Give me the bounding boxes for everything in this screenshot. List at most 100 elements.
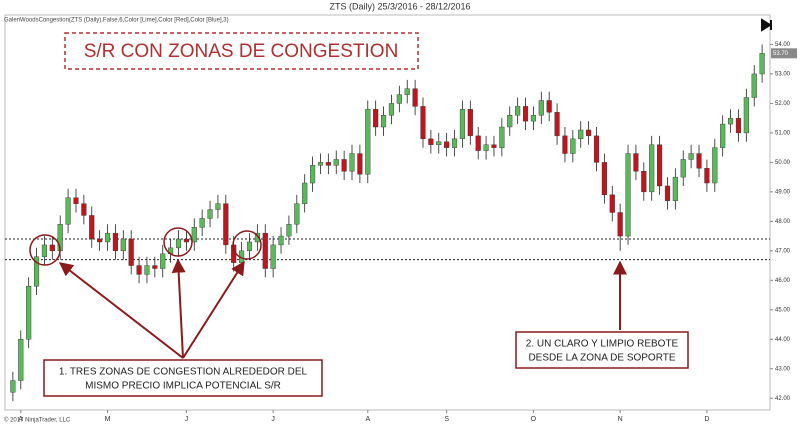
candle-body (475, 135, 481, 151)
x-tick-label: J (271, 416, 275, 423)
candle-body (459, 109, 465, 140)
overlay (29, 227, 627, 359)
candle-body (491, 144, 497, 148)
x-tick-label: A (365, 416, 370, 423)
candle-body (152, 265, 158, 269)
copyright: © 2017 NinjaTrader, LLC (4, 417, 71, 424)
plot-frame (4, 14, 771, 411)
candle-body (65, 197, 71, 225)
candle-body (199, 218, 205, 228)
candle-body (160, 253, 166, 269)
candle-body (97, 238, 103, 243)
y-tick-label: 44.00 (775, 337, 791, 343)
candle-body (286, 224, 292, 237)
candle-body (302, 182, 308, 204)
candle-body (609, 194, 615, 213)
y-tick-label: 47.00 (775, 248, 791, 254)
chart-title: ZTS (Daily) 25/3/2016 - 28/12/2016 (329, 1, 470, 11)
candle-body (294, 203, 300, 225)
candle-body (380, 115, 387, 128)
arrow (171, 258, 186, 359)
candle-body (554, 112, 560, 137)
annotation-text: 2. UN CLARO Y LIMPIO REBOTE (526, 339, 679, 350)
candle-body (657, 144, 663, 187)
candle-body (759, 53, 765, 75)
x-tick-label: M (105, 416, 111, 423)
candle-body (515, 106, 521, 116)
last-price-box (771, 48, 797, 59)
y-tick-label: 50.00 (775, 160, 791, 166)
zone-circle (163, 227, 193, 257)
annotation-box (515, 331, 689, 369)
candle-body (49, 244, 55, 252)
last-price-label: 53.70 (773, 51, 789, 57)
x-tick-label: N (618, 416, 623, 423)
candle-body (586, 129, 592, 137)
candle-body (562, 135, 568, 154)
candle-body (633, 153, 639, 172)
y-tick-label: 51.00 (775, 130, 791, 136)
x-tick-label: O (531, 416, 537, 423)
x-tick-label: D (704, 416, 709, 423)
candle-body (625, 153, 631, 237)
candle-body (436, 141, 442, 145)
candle-body (743, 97, 749, 134)
candle-body (420, 106, 426, 140)
candle-body (507, 115, 513, 128)
candle-body (720, 123, 726, 148)
candle-body (428, 138, 434, 145)
candle-body (262, 232, 268, 269)
candle-body (704, 168, 710, 184)
candle-body (593, 135, 600, 163)
candle-body (467, 109, 473, 137)
candle-body (341, 159, 347, 172)
candle-body (728, 117, 734, 125)
candle-body (175, 238, 182, 249)
candle-body (333, 159, 339, 166)
candle-body (18, 339, 24, 381)
candle-body (349, 153, 355, 172)
candle-body (136, 265, 142, 275)
candle-body (223, 203, 229, 246)
candle-body (73, 197, 79, 204)
candle-body (89, 215, 95, 240)
candle-body (215, 203, 221, 210)
annotation-box (43, 359, 323, 397)
candle-body (570, 138, 576, 154)
y-tick-label: 46.00 (775, 278, 791, 284)
candle-body (688, 153, 694, 160)
candle-body (649, 144, 655, 193)
candle-body (104, 232, 111, 243)
annotation-text: DESDE LA ZONA DE SOPORTE (528, 353, 675, 364)
candle-body (522, 106, 529, 122)
zone-circle (29, 234, 61, 266)
candle-body (357, 153, 363, 175)
candle-body (317, 162, 324, 166)
play-icon[interactable] (761, 18, 772, 32)
y-tick-label: 43.00 (775, 366, 791, 372)
headline: S/R CON ZONAS DE CONGESTION (84, 41, 399, 62)
candle-body (183, 238, 189, 243)
candle-body (499, 126, 505, 148)
candle-body (396, 94, 402, 104)
y-tick-label: 49.00 (775, 189, 791, 195)
annotation-text: MISMO PRECIO IMPLICA POTENCIAL S/R (85, 381, 281, 392)
candle-body (10, 380, 16, 393)
candle-body (530, 115, 536, 122)
candle-body (404, 88, 410, 95)
candle-body (254, 232, 260, 243)
zone-circle (232, 230, 262, 260)
candle-body (325, 162, 331, 166)
candle-body (601, 162, 607, 196)
candle-body (617, 212, 623, 237)
y-tick-label: 54.00 (775, 42, 791, 48)
candle-body (81, 203, 87, 216)
y-tick-label: 52.00 (775, 101, 791, 107)
candle-body (578, 129, 584, 140)
candle-body (373, 109, 379, 128)
candle-body (538, 100, 544, 116)
arrow (58, 262, 184, 359)
candle-body (712, 147, 718, 184)
candle-body (664, 185, 671, 201)
